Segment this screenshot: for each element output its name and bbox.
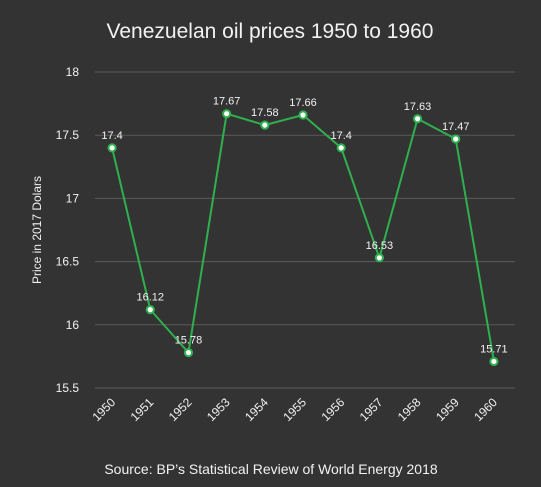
y-tick-label: 16: [66, 318, 80, 332]
data-label: 15.71: [480, 343, 508, 355]
data-points: [107, 109, 499, 367]
data-point: [183, 348, 194, 358]
data-point: [336, 143, 346, 153]
data-point: [260, 120, 270, 130]
data-point: [222, 109, 232, 119]
data-label: 17.66: [289, 97, 317, 109]
data-point: [298, 110, 308, 120]
x-tick-label: 1952: [166, 395, 195, 424]
data-label: 16.53: [366, 240, 394, 252]
data-point: [107, 143, 117, 153]
x-tick-label: 1951: [128, 395, 157, 424]
data-label: 17.63: [404, 101, 432, 113]
y-tick-label: 16.5: [56, 255, 80, 269]
chart-title: Venezuelan oil prices 1950 to 1960: [107, 20, 434, 43]
source-note: Source: BP’s Statistical Review of World…: [104, 461, 438, 477]
y-tick-label: 17.5: [56, 128, 80, 142]
y-tick-label: 17: [66, 191, 80, 205]
x-axis-ticks: 1950 1951 1952 1953 1954 1955 1956 1957 1958 1959…: [89, 395, 500, 424]
data-label: 17.4: [101, 130, 122, 142]
y-tick-label: 18: [66, 65, 80, 79]
x-tick-label: 1956: [319, 395, 348, 424]
data-point: [489, 356, 499, 367]
data-label: 17.67: [213, 96, 241, 108]
data-label: 17.4: [330, 130, 351, 142]
series-line-layer: [111, 112, 495, 362]
data-label: 17.58: [251, 107, 279, 119]
x-tick-label: 1959: [433, 395, 462, 424]
x-tick-label: 1950: [89, 395, 118, 424]
x-tick-label: 1953: [204, 395, 233, 424]
y-tick-label: 15.5: [56, 381, 80, 395]
data-label: 17.47: [442, 121, 470, 133]
data-labels: 17.4 16.12 15.78 17.67 17.58 17.66 17.4 16.53 17…: [101, 96, 507, 356]
x-tick-label: 1960: [471, 395, 500, 424]
y-axis-ticks: 15.5 16 16.5 17 17.5 18: [56, 65, 80, 395]
data-point: [451, 134, 461, 144]
x-tick-label: 1954: [242, 395, 271, 424]
series-line: [111, 112, 495, 362]
data-label: 15.78: [175, 335, 203, 347]
data-point: [145, 305, 155, 315]
x-tick-label: 1957: [357, 395, 386, 424]
gridlines: [95, 71, 515, 389]
x-tick-label: 1958: [395, 395, 424, 424]
data-label: 16.12: [137, 292, 165, 304]
y-axis-label: Price in 2017 Dolars: [30, 176, 44, 284]
x-tick-label: 1955: [280, 395, 309, 424]
data-point: [412, 114, 423, 124]
data-point: [374, 253, 384, 263]
